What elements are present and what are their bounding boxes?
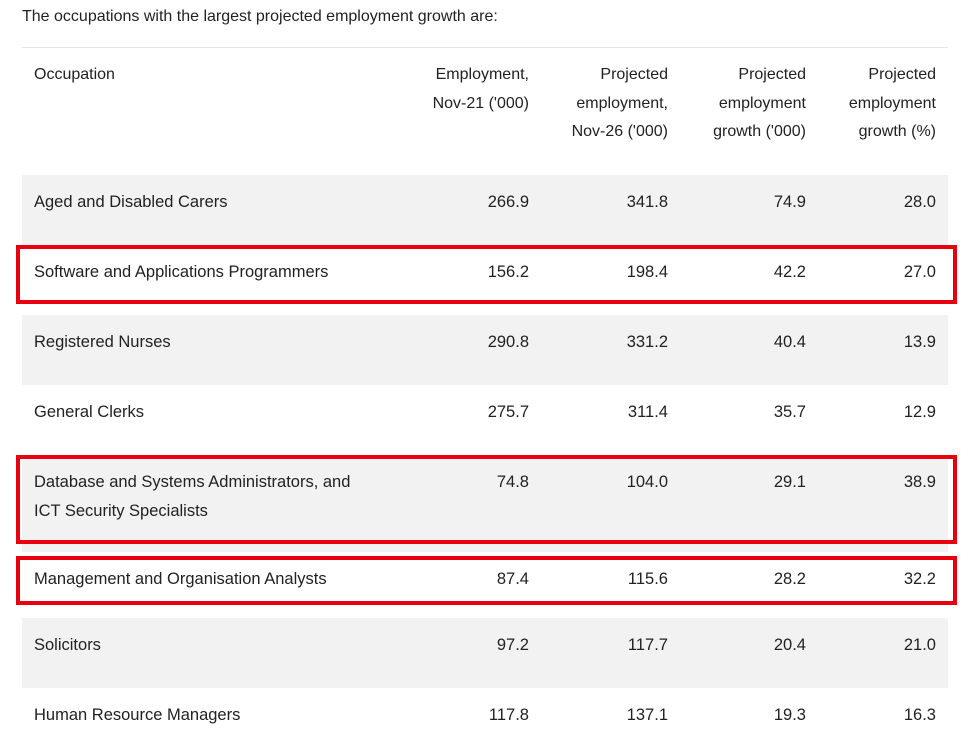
cell-occupation: Aged and Disabled Carers <box>34 193 228 211</box>
cell-occupation: Registered Nurses <box>34 333 171 351</box>
header-occupation: Occupation <box>34 66 115 83</box>
table-row: Management and Organisation Analysts 87.… <box>22 552 948 618</box>
cell-occupation: Solicitors <box>34 636 101 654</box>
cell-occupation: Database and Systems Administrators, and… <box>34 473 351 520</box>
cell-projected-employment: 117.7 <box>627 636 668 654</box>
cell-projected-employment: 115.6 <box>627 570 668 588</box>
table-row: Human Resource Managers 117.8 137.1 19.3… <box>22 688 948 754</box>
cell-growth-pct: 21.0 <box>903 636 936 654</box>
header-projected-employment-nov26: Projected employment, Nov-26 ('000) <box>571 66 668 140</box>
table-row: Software and Applications Programmers 15… <box>22 245 948 315</box>
table-row: Aged and Disabled Carers 266.9 341.8 74.… <box>22 175 948 245</box>
cell-growth: 74.9 <box>773 193 806 211</box>
cell-employment: 156.2 <box>487 263 529 281</box>
cell-occupation: Human Resource Managers <box>34 706 241 724</box>
table-row: Solicitors 97.2 117.7 20.4 21.0 <box>22 618 948 688</box>
cell-employment: 275.7 <box>487 403 529 421</box>
cell-growth-pct: 13.9 <box>903 333 936 351</box>
cell-projected-employment: 198.4 <box>626 263 668 281</box>
cell-occupation: General Clerks <box>34 403 145 421</box>
cell-projected-employment: 104.0 <box>626 473 668 491</box>
cell-employment: 97.2 <box>496 636 529 654</box>
cell-growth: 29.1 <box>773 473 806 491</box>
cell-employment: 266.9 <box>487 193 529 211</box>
table-row: Database and Systems Administrators, and… <box>22 455 948 552</box>
cell-employment: 117.8 <box>488 706 529 724</box>
cell-growth: 19.3 <box>773 706 806 724</box>
intro-text: The occupations with the largest project… <box>22 8 498 25</box>
table-row: Registered Nurses 290.8 331.2 40.4 13.9 <box>22 315 948 385</box>
occupation-growth-table: Occupation Employment, Nov-21 ('000) Pro… <box>22 47 948 754</box>
cell-growth: 42.2 <box>773 263 806 281</box>
cell-growth-pct: 38.9 <box>903 473 936 491</box>
cell-occupation: Management and Organisation Analysts <box>34 570 327 588</box>
header-projected-growth-pct: Projected employment growth (%) <box>848 66 936 140</box>
cell-growth-pct: 27.0 <box>903 263 936 281</box>
cell-projected-employment: 331.2 <box>626 333 668 351</box>
table-row: General Clerks 275.7 311.4 35.7 12.9 <box>22 385 948 455</box>
cell-projected-employment: 137.1 <box>626 706 668 724</box>
header-projected-growth-000: Projected employment growth ('000) <box>713 66 806 140</box>
header-employment-nov21: Employment, Nov-21 ('000) <box>432 66 529 112</box>
cell-growth-pct: 16.3 <box>903 706 936 724</box>
cell-employment: 74.8 <box>496 473 529 491</box>
cell-growth: 40.4 <box>773 333 806 351</box>
cell-employment: 87.4 <box>496 570 529 588</box>
cell-growth-pct: 32.2 <box>903 570 936 588</box>
cell-growth: 35.7 <box>773 403 806 421</box>
cell-projected-employment: 341.8 <box>626 193 668 211</box>
cell-growth-pct: 12.9 <box>903 403 936 421</box>
table-header: Occupation Employment, Nov-21 ('000) Pro… <box>22 48 948 175</box>
cell-employment: 290.8 <box>487 333 529 351</box>
cell-occupation: Software and Applications Programmers <box>34 263 329 281</box>
cell-growth: 20.4 <box>773 636 806 654</box>
cell-growth-pct: 28.0 <box>903 193 936 211</box>
cell-growth: 28.2 <box>773 570 806 588</box>
cell-projected-employment: 311.4 <box>627 403 668 421</box>
